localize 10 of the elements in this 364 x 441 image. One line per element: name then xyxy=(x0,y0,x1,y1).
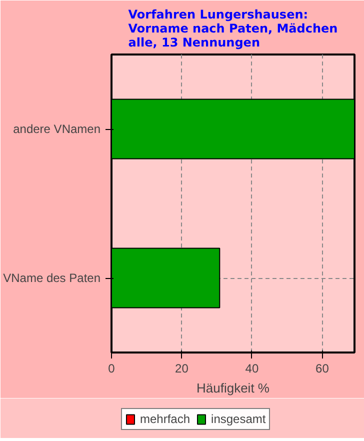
legend-label: insgesamt xyxy=(211,412,266,426)
x-tick-label: 0 xyxy=(108,362,116,376)
x-tick-label: 60 xyxy=(316,362,330,376)
legend-label: mehrfach xyxy=(140,412,190,426)
x-tick-label: 40 xyxy=(245,362,259,376)
chart-title: Vorfahren Lungershausen: Vorname nach Paten, Mädchen alle, 13 Nennungen xyxy=(128,8,338,50)
y-tick-label: VName des Paten xyxy=(3,271,100,285)
x-tick-label: 20 xyxy=(175,362,189,376)
x-axis-title: Häufigkeit % xyxy=(196,380,270,396)
y-tick-label: andere VNamen xyxy=(13,122,101,136)
